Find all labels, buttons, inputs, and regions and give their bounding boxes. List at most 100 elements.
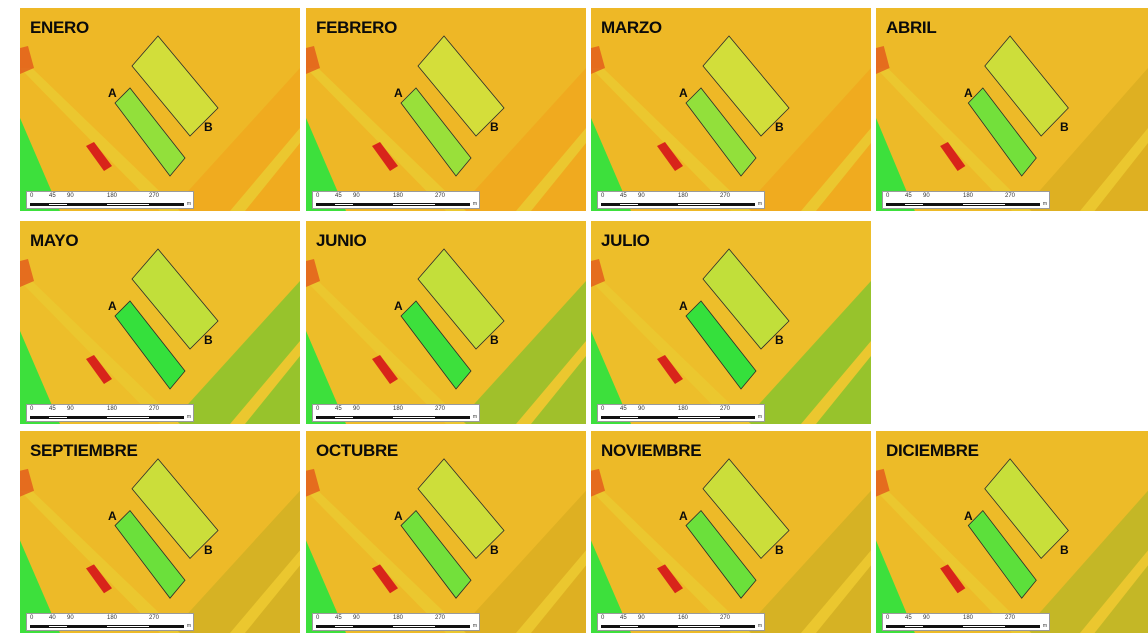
red-hotspot — [372, 564, 398, 594]
scale-unit: m — [472, 623, 477, 629]
scale-segment — [905, 625, 923, 628]
plot-label-a: A — [679, 509, 688, 523]
left-green-strip — [591, 118, 631, 211]
scale-segment — [435, 203, 470, 206]
plot-label-a: A — [679, 86, 688, 100]
field-a-polygon — [400, 87, 472, 177]
scale-tick-label: 90 — [353, 406, 360, 412]
scale-tick-label: 180 — [678, 406, 689, 412]
field-b-polygon — [702, 458, 790, 559]
scale-tick-label: 40 — [49, 615, 56, 621]
road-diagonal-1 — [591, 281, 751, 424]
red-hotspot — [657, 142, 683, 171]
scale-tick-label: 90 — [353, 615, 360, 621]
ndvi-raster — [20, 431, 300, 633]
red-hotspot — [657, 564, 683, 594]
scale-unit: m — [186, 623, 191, 629]
field-a-polygon — [114, 87, 186, 177]
plot-label-b: B — [490, 120, 499, 134]
ndvi-raster — [20, 8, 300, 211]
scale-tick-label: 270 — [149, 406, 160, 412]
scale-tick-label: 180 — [393, 406, 404, 412]
map-panel-marzo: MARZO A B 0 45 90 180 270 m — [591, 8, 871, 211]
scale-segment — [335, 203, 353, 206]
scale-tick-label: 0 — [316, 406, 320, 412]
scale-segment — [107, 625, 149, 628]
field-b-polygon — [417, 248, 505, 350]
month-title: JUNIO — [316, 231, 367, 250]
scale-tick-label: 270 — [435, 615, 446, 621]
map-panel-diciembre: DICIEMBRE A B 0 45 90 180 270 m — [876, 431, 1148, 633]
scale-tick-label: 270 — [720, 615, 731, 621]
scale-segment — [923, 625, 963, 628]
scale-tick-label: 90 — [353, 193, 360, 199]
scale-segment — [678, 625, 720, 628]
scale-tick-label: 45 — [335, 615, 342, 621]
plot-label-a: A — [108, 86, 117, 100]
field-a-polygon — [967, 510, 1037, 599]
red-hotspot — [657, 355, 683, 384]
scale-segment — [620, 203, 638, 206]
scale-tick-label: 45 — [49, 193, 56, 199]
plot-label-a: A — [964, 509, 973, 523]
scale-segment — [149, 416, 184, 419]
scale-tick-label: 0 — [601, 193, 605, 199]
scale-tick-label: 90 — [638, 193, 645, 199]
scale-segment — [49, 203, 67, 206]
scale-bar: 0 45 90 180 270 m — [312, 404, 480, 422]
scale-bar: 0 45 90 180 270 m — [312, 191, 480, 209]
field-b-polygon — [702, 248, 790, 350]
scale-tick-label: 45 — [620, 193, 627, 199]
scale-segment — [107, 203, 149, 206]
plot-label-b: B — [1060, 543, 1069, 557]
plot-label-b: B — [775, 333, 784, 347]
scale-bar: 0 45 90 180 270 m — [597, 191, 765, 209]
scale-segment — [601, 416, 620, 419]
scale-segment — [316, 416, 335, 419]
scale-segment — [678, 416, 720, 419]
scale-segment — [620, 416, 638, 419]
scale-tick-label: 270 — [1005, 615, 1016, 621]
ndvi-raster — [306, 431, 586, 633]
scale-bar: 0 45 90 180 270 m — [26, 404, 194, 422]
left-green-strip — [306, 118, 346, 211]
scale-bar: 0 45 90 180 270 m — [882, 613, 1050, 631]
scale-segment — [886, 203, 905, 206]
ndvi-raster — [591, 431, 871, 633]
plot-label-a: A — [394, 299, 403, 313]
scale-unit: m — [1042, 623, 1047, 629]
road-diagonal-1 — [20, 68, 180, 211]
scale-segment — [67, 416, 107, 419]
scale-segment — [638, 625, 678, 628]
scale-segment — [393, 203, 435, 206]
scale-tick-label: 180 — [393, 615, 404, 621]
scale-unit: m — [757, 201, 762, 207]
scale-segment — [49, 416, 67, 419]
red-hotspot — [940, 564, 966, 594]
plot-label-b: B — [1060, 120, 1069, 134]
scale-unit: m — [186, 201, 191, 207]
scale-segment — [1005, 625, 1040, 628]
ndvi-raster — [306, 221, 586, 424]
road-diagonal-1 — [591, 68, 751, 211]
scale-segment — [30, 203, 49, 206]
field-a-polygon — [685, 87, 757, 177]
scale-tick-label: 0 — [886, 193, 890, 199]
edge-hotspot — [591, 259, 605, 287]
scale-bar: 0 45 90 180 270 m — [26, 191, 194, 209]
scale-bar: 0 45 90 180 270 m — [597, 404, 765, 422]
plot-label-a: A — [964, 86, 973, 100]
scale-segment — [316, 203, 335, 206]
scale-segment — [316, 625, 335, 628]
field-a-polygon — [114, 300, 186, 390]
left-green-strip — [20, 331, 60, 424]
scale-tick-label: 0 — [30, 406, 34, 412]
scale-segment — [107, 416, 149, 419]
scale-tick-label: 90 — [923, 193, 930, 199]
map-panel-abril: ABRIL A B 0 45 90 180 270 m — [876, 8, 1148, 211]
scale-segment — [638, 203, 678, 206]
road-diagonal-1 — [306, 281, 466, 424]
scale-segment — [335, 625, 353, 628]
scale-segment — [435, 416, 470, 419]
plot-label-a: A — [394, 509, 403, 523]
